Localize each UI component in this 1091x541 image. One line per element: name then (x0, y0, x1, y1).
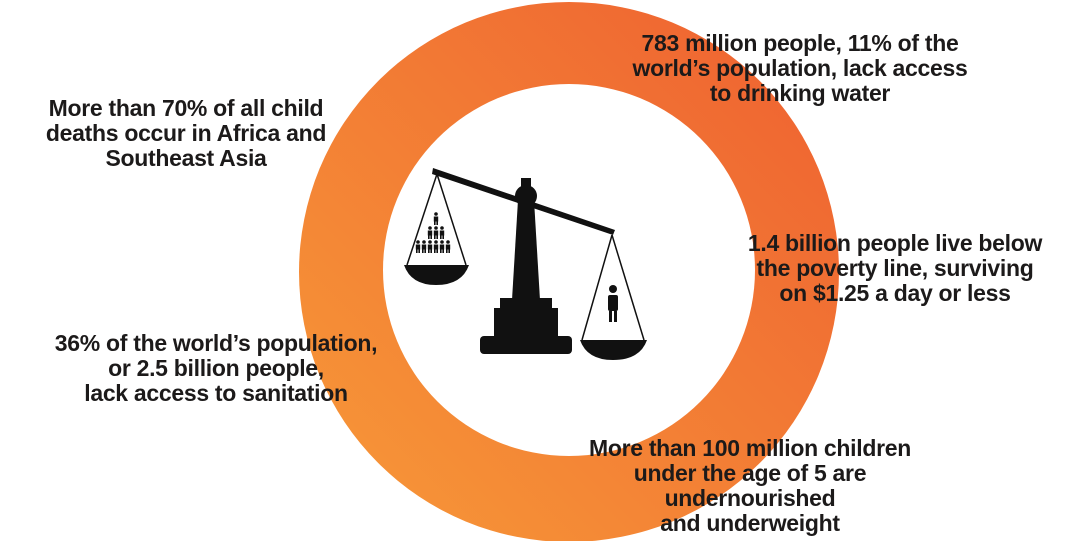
fact-line: undernourished (665, 485, 836, 511)
crowd-icon (415, 212, 451, 253)
inner-circle (383, 84, 755, 456)
person-icon (433, 226, 439, 239)
scale-icon (404, 168, 647, 360)
fact-line: or 2.5 billion people, (108, 355, 324, 381)
person-icon (415, 240, 421, 253)
person-icon (439, 240, 445, 253)
fact-line: and underweight (660, 510, 840, 536)
person-icon (433, 240, 439, 253)
person-icon (427, 226, 433, 239)
fact-line: 36% of the world’s population, (55, 330, 377, 356)
fact-line: More than 70% of all child (49, 95, 324, 121)
fact-line: Southeast Asia (105, 145, 267, 171)
person-icon (445, 240, 451, 253)
fact-line: on $1.25 a day or less (779, 280, 1010, 306)
fact-line: 1.4 billion people live below (748, 230, 1043, 256)
person-icon (421, 240, 427, 253)
fact-line: 783 million people, 11% of the (642, 30, 959, 56)
fact-line: world’s population, lack access (632, 55, 968, 81)
fact-line: deaths occur in Africa and (46, 120, 326, 146)
fact-line: lack access to sanitation (84, 380, 348, 406)
person-icon (433, 212, 439, 225)
fact-line: under the age of 5 are (634, 460, 866, 486)
fact-line: the poverty line, surviving (757, 255, 1034, 281)
person-icon (427, 240, 433, 253)
fact-line: to drinking water (710, 80, 891, 106)
person-icon (439, 226, 445, 239)
fact-line: More than 100 million children (589, 435, 911, 461)
